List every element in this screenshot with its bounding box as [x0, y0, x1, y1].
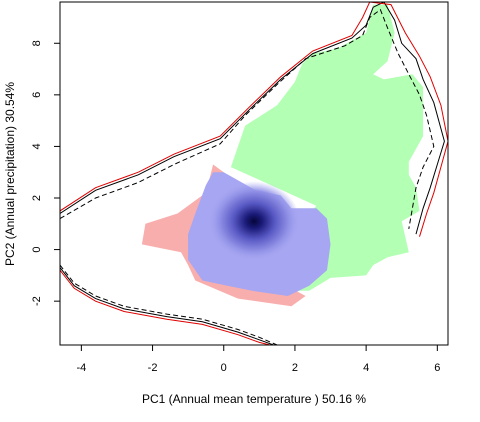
x-tick-label: 0 — [221, 362, 227, 374]
x-tick-label: 4 — [363, 362, 369, 374]
contour-red-lower — [60, 269, 271, 345]
y-axis: -2 0 2 4 6 8 — [31, 40, 60, 306]
density-core — [208, 181, 300, 262]
y-axis-title: PC2 (Annual precipitation) 30.54% — [3, 82, 17, 266]
x-tick-label: 6 — [434, 362, 440, 374]
y-tick-label: 8 — [31, 40, 43, 46]
x-tick-label: -2 — [148, 362, 158, 374]
y-tick-label: 6 — [31, 92, 43, 98]
plot-frame — [59, 1, 449, 346]
contour-dashed-upper — [60, 8, 435, 229]
green-region — [230, 4, 424, 291]
x-axis: -4 -2 0 2 4 6 — [76, 345, 440, 374]
y-tick-label: 2 — [31, 195, 43, 201]
x-tick-label: -4 — [76, 362, 86, 374]
niche-regions — [141, 4, 424, 307]
y-tick-label: -2 — [31, 296, 43, 306]
contour-solid-lower — [60, 267, 274, 345]
x-tick-label: 2 — [292, 362, 298, 374]
contour-solid-upper — [60, 2, 445, 235]
y-tick-label: 4 — [31, 143, 43, 149]
contour-dashed-lower — [60, 264, 278, 345]
contour-red-upper — [60, 2, 448, 237]
x-axis-title: PC1 (Annual mean temperature ) 50.16 % — [142, 392, 366, 406]
y-tick-label: 0 — [31, 247, 43, 253]
contour-lines — [60, 2, 448, 345]
